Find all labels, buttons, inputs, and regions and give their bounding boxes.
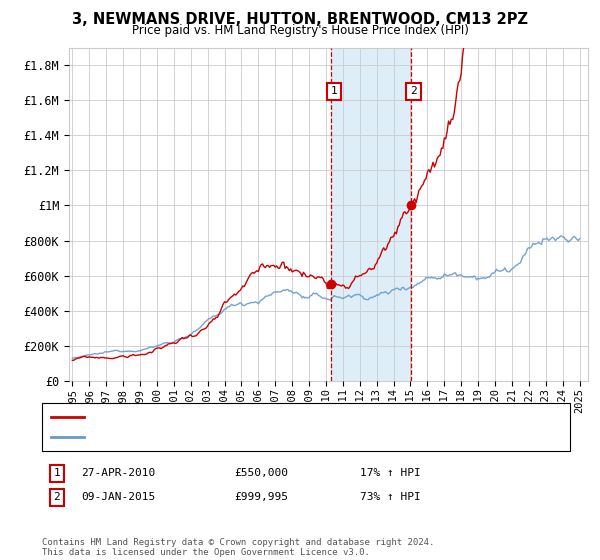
Text: 27-APR-2010: 27-APR-2010 <box>81 468 155 478</box>
Text: £550,000: £550,000 <box>234 468 288 478</box>
Text: 73% ↑ HPI: 73% ↑ HPI <box>360 492 421 502</box>
Text: 3, NEWMANS DRIVE, HUTTON, BRENTWOOD, CM13 2PZ (detached house): 3, NEWMANS DRIVE, HUTTON, BRENTWOOD, CM1… <box>87 412 475 422</box>
Text: HPI: Average price, detached house, Brentwood: HPI: Average price, detached house, Bren… <box>87 432 368 442</box>
Bar <box>331 48 411 381</box>
Text: 2: 2 <box>53 492 61 502</box>
Text: 09-JAN-2015: 09-JAN-2015 <box>81 492 155 502</box>
Text: 3, NEWMANS DRIVE, HUTTON, BRENTWOOD, CM13 2PZ: 3, NEWMANS DRIVE, HUTTON, BRENTWOOD, CM1… <box>72 12 528 27</box>
Text: £999,995: £999,995 <box>234 492 288 502</box>
Text: 1: 1 <box>331 86 337 96</box>
Text: Contains HM Land Registry data © Crown copyright and database right 2024.
This d: Contains HM Land Registry data © Crown c… <box>42 538 434 557</box>
Text: 17% ↑ HPI: 17% ↑ HPI <box>360 468 421 478</box>
Text: 1: 1 <box>53 468 61 478</box>
Text: 2: 2 <box>410 86 417 96</box>
Text: Price paid vs. HM Land Registry's House Price Index (HPI): Price paid vs. HM Land Registry's House … <box>131 24 469 36</box>
